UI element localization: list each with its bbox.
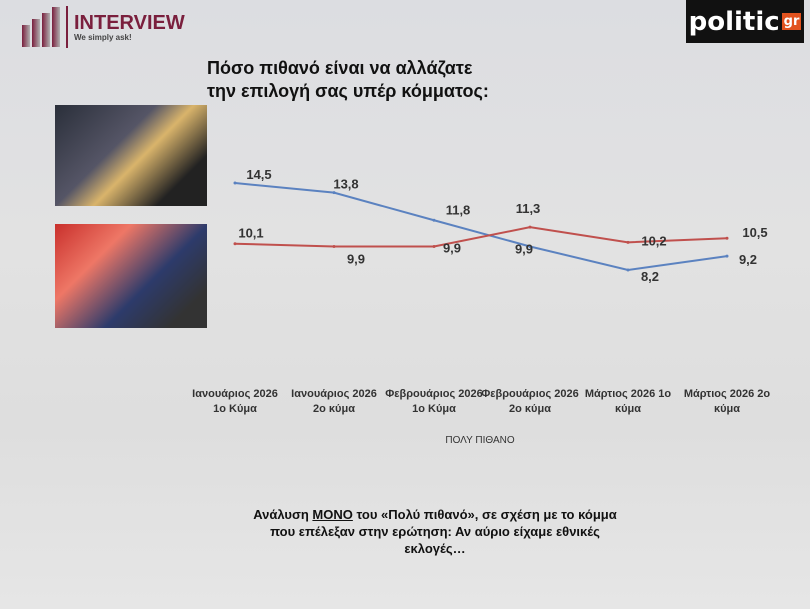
series-line-1: [234, 182, 728, 271]
data-point: [626, 240, 630, 244]
data-point: [528, 244, 532, 248]
data-point: [233, 181, 237, 185]
brand-name: INTERVIEW: [74, 11, 185, 34]
data-point: [725, 254, 729, 258]
data-point: [725, 236, 729, 240]
politician-photo-1: [55, 105, 207, 206]
x-axis-title: ΠΟΛΥ ΠΙΘΑΝΟ: [445, 435, 515, 446]
data-point: [626, 268, 630, 272]
footer-text: του «Πολύ πιθανό», σε σχέση με το κόμμα …: [270, 507, 617, 556]
data-label: 10,1: [238, 226, 263, 241]
politic-logo: politic gr: [686, 0, 804, 43]
footer-note: Ανάλυση ΜΟΝΟ του «Πολύ πιθανό», σε σχέση…: [250, 506, 620, 557]
footer-text: Ανάλυση: [253, 507, 313, 522]
x-tick-label: Ιανουάριος 2026 1ο Κύμα: [192, 388, 278, 415]
logo-divider: [66, 6, 68, 48]
brand-tagline: We simply ask!: [74, 32, 132, 42]
chart-title-line: Πόσο πιθανό είναι να αλλάζατε: [207, 58, 473, 78]
chart-title: Πόσο πιθανό είναι να αλλάζατε την επιλογή…: [207, 57, 489, 103]
politician-photo-2: [55, 224, 207, 328]
data-point: [432, 244, 436, 248]
data-label: 9,9: [443, 240, 461, 255]
data-label: 11,3: [516, 201, 541, 216]
x-tick-label: Μάρτιος 2026 2ο κύμα: [683, 388, 771, 415]
footer-emphasis: ΜΟΝΟ: [312, 507, 353, 522]
x-tick-label: Ιανουάριος 2026 2ο κύμα: [291, 388, 377, 415]
series-line-2: [234, 226, 728, 248]
data-point: [233, 242, 237, 246]
data-point: [332, 191, 336, 195]
x-tick-label: Φεβρουάριος 2026 2ο κύμα: [481, 388, 579, 415]
data-point: [332, 244, 336, 248]
data-label: 10,5: [742, 225, 767, 240]
x-tick-label: Μάρτιος 2026 1ο κύμα: [584, 388, 672, 415]
data-point: [432, 218, 436, 222]
publisher-name: politic: [688, 6, 780, 37]
data-label: 9,2: [739, 252, 757, 267]
chart-title-line: την επιλογή σας υπέρ κόμματος:: [207, 81, 489, 101]
data-point: [528, 225, 532, 229]
data-label: 10,2: [641, 233, 666, 248]
x-tick-label: Φεβρουάριος 2026 1ο Κύμα: [385, 388, 483, 415]
interview-logo: INTERVIEW We simply ask!: [22, 6, 185, 48]
logo-mark-icon: [22, 7, 60, 47]
data-label: 14,5: [246, 167, 271, 182]
data-label: 9,9: [347, 251, 365, 266]
data-label: 11,8: [446, 202, 471, 217]
data-label: 9,9: [515, 241, 533, 256]
publisher-suffix: gr: [781, 13, 802, 30]
data-label: 13,8: [333, 177, 358, 192]
data-label: 8,2: [641, 269, 659, 284]
